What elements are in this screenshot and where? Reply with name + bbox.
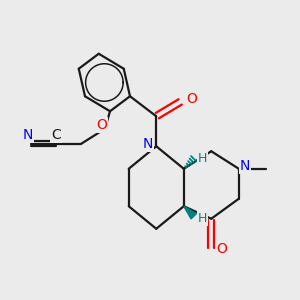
Text: N: N — [240, 159, 250, 173]
Polygon shape — [184, 206, 196, 219]
Text: O: O — [96, 118, 107, 132]
Text: N: N — [22, 128, 33, 142]
Text: H: H — [198, 152, 207, 165]
Text: C: C — [51, 128, 61, 142]
Text: N: N — [142, 137, 153, 151]
Text: O: O — [216, 242, 227, 256]
Text: H: H — [198, 212, 207, 225]
Text: O: O — [186, 92, 197, 106]
